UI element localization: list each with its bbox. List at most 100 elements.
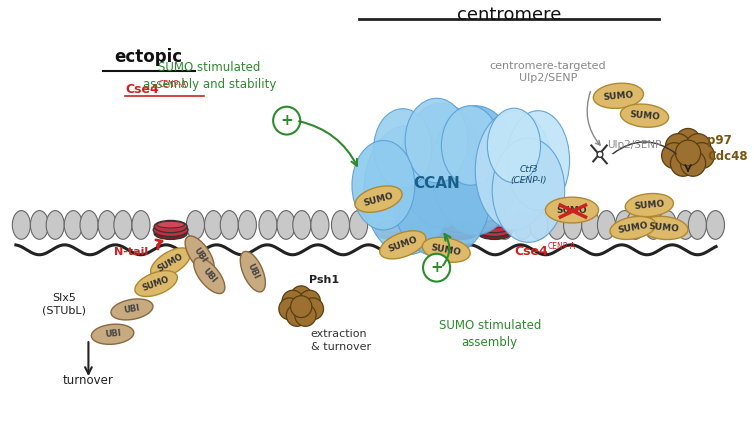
Ellipse shape <box>621 104 669 127</box>
Ellipse shape <box>132 211 150 239</box>
Ellipse shape <box>548 211 566 239</box>
Circle shape <box>290 286 312 308</box>
Ellipse shape <box>375 223 410 236</box>
Ellipse shape <box>487 108 541 183</box>
Ellipse shape <box>492 138 565 243</box>
Text: UBI: UBI <box>192 246 208 264</box>
Ellipse shape <box>350 211 368 239</box>
Ellipse shape <box>376 220 409 232</box>
Text: N-tail: N-tail <box>115 247 149 257</box>
Ellipse shape <box>530 211 548 239</box>
Text: CENP-A: CENP-A <box>548 242 576 251</box>
Circle shape <box>287 305 308 326</box>
Ellipse shape <box>625 194 673 217</box>
Ellipse shape <box>154 227 187 239</box>
Ellipse shape <box>185 236 214 274</box>
Text: SUMO: SUMO <box>602 90 634 101</box>
Ellipse shape <box>374 109 432 188</box>
Ellipse shape <box>658 211 676 239</box>
Text: Ctf3
(CENP-I): Ctf3 (CENP-I) <box>510 165 547 185</box>
Circle shape <box>670 150 696 176</box>
Ellipse shape <box>80 211 98 239</box>
Ellipse shape <box>615 211 633 239</box>
Ellipse shape <box>379 221 407 228</box>
Circle shape <box>665 134 691 160</box>
Circle shape <box>423 254 450 281</box>
Ellipse shape <box>514 211 532 239</box>
Ellipse shape <box>422 237 470 262</box>
Ellipse shape <box>597 211 615 239</box>
Ellipse shape <box>507 111 569 210</box>
Text: SUMO: SUMO <box>387 236 418 254</box>
Ellipse shape <box>30 211 48 239</box>
Text: +: + <box>280 113 293 128</box>
Ellipse shape <box>111 299 153 320</box>
Ellipse shape <box>46 211 64 239</box>
Ellipse shape <box>405 98 468 183</box>
Text: +: + <box>431 260 443 275</box>
Ellipse shape <box>477 223 512 236</box>
Text: UBI: UBI <box>104 329 121 340</box>
Ellipse shape <box>441 106 499 185</box>
Ellipse shape <box>194 258 225 294</box>
Text: SUMO: SUMO <box>648 222 679 234</box>
Circle shape <box>290 296 312 318</box>
Ellipse shape <box>478 220 511 232</box>
Ellipse shape <box>432 106 519 235</box>
Ellipse shape <box>277 211 295 239</box>
Text: SUMO: SUMO <box>556 205 587 215</box>
Ellipse shape <box>400 103 483 227</box>
Text: Cse4: Cse4 <box>514 245 547 258</box>
Text: centromere-targeted
Ulp2/SENP: centromere-targeted Ulp2/SENP <box>489 61 606 83</box>
Ellipse shape <box>352 141 415 230</box>
Text: SUMO stimulated
assembly: SUMO stimulated assembly <box>439 319 541 349</box>
Ellipse shape <box>12 211 30 239</box>
Text: UBI: UBI <box>123 304 141 315</box>
Text: SUMO: SUMO <box>142 274 171 293</box>
Ellipse shape <box>154 220 187 232</box>
Ellipse shape <box>114 211 132 239</box>
FancyArrowPatch shape <box>299 121 357 166</box>
Text: SUMO: SUMO <box>363 191 394 208</box>
Ellipse shape <box>293 211 311 239</box>
Ellipse shape <box>91 324 133 344</box>
Circle shape <box>676 128 700 154</box>
Ellipse shape <box>376 227 409 239</box>
Ellipse shape <box>645 211 663 239</box>
Ellipse shape <box>627 211 645 239</box>
Text: SUMO: SUMO <box>633 199 665 211</box>
FancyArrowPatch shape <box>613 142 676 154</box>
Text: Slx5
(STUbL): Slx5 (STUbL) <box>42 293 86 316</box>
Ellipse shape <box>410 220 443 232</box>
Ellipse shape <box>64 211 82 239</box>
Circle shape <box>661 143 687 169</box>
Ellipse shape <box>135 271 177 296</box>
Text: ectopic: ectopic <box>115 48 182 66</box>
Ellipse shape <box>610 216 656 239</box>
Text: SUMO stimulated
assembly and stability: SUMO stimulated assembly and stability <box>143 61 276 91</box>
Ellipse shape <box>481 221 508 228</box>
Ellipse shape <box>157 221 185 228</box>
Ellipse shape <box>444 220 477 232</box>
Ellipse shape <box>688 211 706 239</box>
Circle shape <box>282 290 303 312</box>
Ellipse shape <box>238 211 256 239</box>
Ellipse shape <box>151 248 191 277</box>
Ellipse shape <box>563 211 581 239</box>
Text: CCAN: CCAN <box>413 176 460 191</box>
Ellipse shape <box>153 223 188 236</box>
Text: UBI: UBI <box>245 263 260 281</box>
Ellipse shape <box>393 143 490 257</box>
Text: UBI: UBI <box>201 267 218 284</box>
Text: turnover: turnover <box>63 374 114 387</box>
FancyArrowPatch shape <box>587 91 600 145</box>
Text: CENP-A: CENP-A <box>159 80 187 89</box>
Ellipse shape <box>443 223 478 236</box>
Ellipse shape <box>380 231 426 259</box>
Text: centromere: centromere <box>457 7 561 24</box>
Ellipse shape <box>706 211 725 239</box>
Text: SUMO: SUMO <box>431 243 462 257</box>
Ellipse shape <box>311 211 329 239</box>
Circle shape <box>302 298 323 320</box>
FancyArrowPatch shape <box>443 234 450 265</box>
